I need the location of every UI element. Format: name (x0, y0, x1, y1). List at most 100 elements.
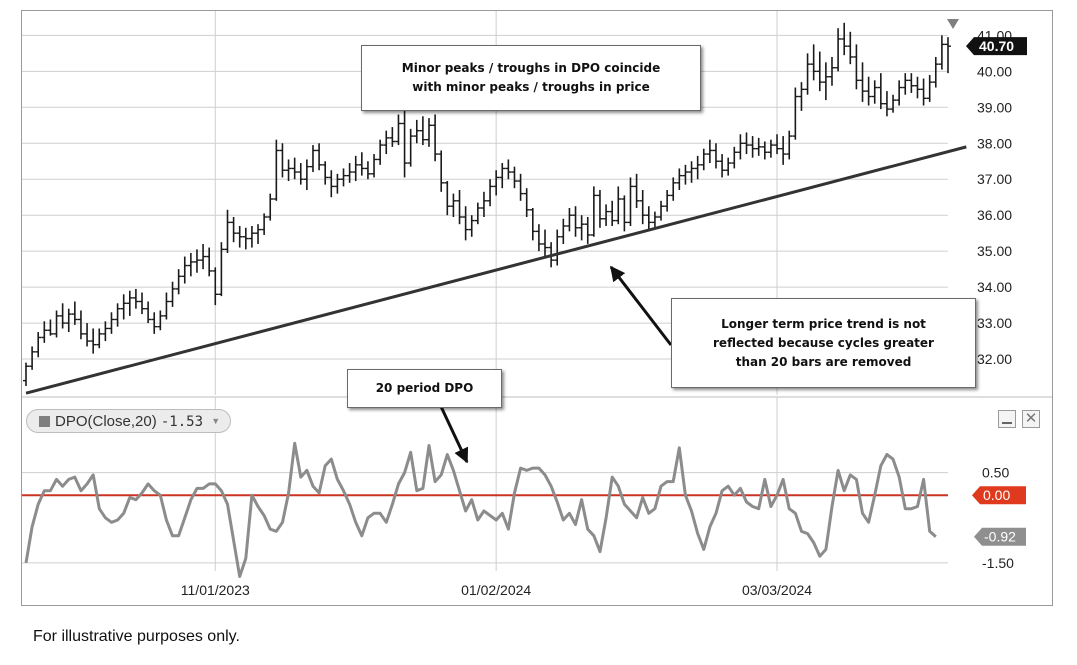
price-tick-label: 35.00 (977, 243, 1012, 259)
ohlc-bar (487, 179, 494, 207)
ohlc-bar (334, 173, 341, 194)
ohlc-bar (859, 62, 866, 102)
ohlc-bar (480, 191, 487, 217)
ohlc-bar (890, 94, 897, 113)
ohlc-bar (236, 225, 243, 248)
ohlc-bar (535, 224, 542, 252)
zero-badge (972, 486, 1026, 505)
ohlc-bar (456, 190, 463, 225)
annotation-line: Longer term price trend is not (721, 317, 926, 331)
ohlc-bar (218, 242, 225, 297)
ohlc-bar (523, 188, 530, 217)
price-tick-label: 39.00 (977, 99, 1012, 115)
ohlc-bar (248, 225, 255, 248)
ohlc-bar (786, 130, 793, 160)
arrow-to-dpo-line (435, 397, 469, 464)
ohlc-bar (725, 157, 732, 176)
ohlc-bar (712, 143, 719, 169)
last-price-label: 40.70 (979, 38, 1014, 54)
chart-frame: 41.00 40.00 39.00 38.00 37.00 36.00 35.00 34.00… (21, 10, 1053, 606)
ohlc-bar (804, 53, 811, 95)
ohlc-bar (755, 137, 762, 156)
ohlc-bar (798, 82, 805, 111)
ohlc-bar (841, 22, 848, 56)
ohlc-bar (389, 127, 396, 147)
ohlc-bar (767, 139, 774, 158)
ohlc-bar (267, 193, 274, 221)
ohlc-bar (151, 312, 158, 334)
ohlc-bar (517, 173, 524, 201)
ohlc-bar (145, 301, 152, 324)
minimize-panel-button[interactable] (998, 410, 1016, 428)
ohlc-bar (419, 116, 426, 146)
ohlc-bar (261, 213, 268, 235)
dropdown-caret-icon[interactable]: ▼ (211, 416, 221, 426)
ohlc-bar (187, 252, 194, 277)
ohlc-bar (285, 159, 292, 182)
ohlc-bar (53, 310, 60, 338)
annotation-line: with minor peaks / troughs in price (412, 80, 650, 94)
ohlc-bar (175, 269, 182, 295)
ohlc-bar (438, 150, 445, 192)
annotation-line: Minor peaks / troughs in DPO coincide (401, 61, 661, 75)
ohlc-bar (114, 303, 121, 327)
ohlc-bar (926, 74, 933, 102)
ohlc-bar (853, 44, 860, 90)
ohlc-bar (493, 170, 500, 196)
close-panel-button[interactable]: ✕ (1022, 410, 1040, 428)
ohlc-bar (23, 362, 29, 387)
ohlc-bar (352, 155, 359, 182)
ohlc-bar (609, 200, 616, 226)
ohlc-bar (822, 62, 829, 101)
ohlc-bar (938, 35, 945, 70)
ohlc-bar (224, 209, 231, 253)
ohlc-bar (719, 154, 726, 178)
ohlc-bar (835, 28, 842, 72)
ohlc-bar (279, 143, 286, 178)
ohlc-bar (297, 163, 304, 185)
ohlc-bar (700, 148, 707, 171)
ohlc-bar (945, 37, 951, 74)
ohlc-bar (230, 216, 237, 243)
ohlc-bar (584, 216, 591, 244)
ohlc-bar (340, 168, 347, 187)
ohlc-bar (407, 128, 414, 167)
ohlc-bar (572, 206, 579, 237)
dpo-series-line (24, 441, 937, 578)
ohlc-bar (578, 215, 585, 241)
ohlc-bar (383, 130, 390, 155)
ohlc-bar (59, 303, 66, 329)
ohlc-bar (96, 328, 103, 349)
ohlc-bar (816, 51, 823, 92)
x-tick-label: 11/01/2023 (181, 582, 250, 598)
ohlc-bar (193, 249, 200, 273)
ohlc-bar (883, 91, 890, 117)
ohlc-bar (181, 256, 188, 284)
ohlc-bar (596, 190, 603, 228)
ohlc-bar (676, 168, 683, 191)
ohlc-bar (871, 80, 878, 104)
ohlc-bar (346, 163, 353, 183)
ohlc-bar (169, 281, 176, 307)
ohlc-bar (377, 139, 384, 165)
x-tick-label: 03/03/2024 (742, 582, 812, 598)
dpo-indicator-pill[interactable]: DPO(Close,20) -1.53 ▼ (26, 409, 232, 433)
ohlc-bar (65, 308, 72, 333)
scroll-caret-icon[interactable] (947, 19, 959, 29)
ohlc-bar (212, 267, 219, 306)
ohlc-bar (920, 78, 927, 106)
ohlc-bar (749, 136, 756, 158)
ohlc-bar (780, 136, 787, 165)
ohlc-bar (206, 247, 213, 277)
dpo-last-badge (974, 527, 1026, 546)
ohlc-bar (474, 202, 481, 225)
ohlc-bar (590, 186, 597, 237)
last-price-badge (966, 37, 1027, 56)
price-tick-label: 40.00 (977, 63, 1012, 79)
ohlc-bar (309, 145, 316, 173)
ohlc-bar (792, 87, 799, 140)
ohlc-bar (896, 80, 903, 106)
ohlc-bar (432, 114, 439, 162)
ohlc-bar (670, 177, 677, 201)
ohlc-bar (468, 215, 475, 237)
